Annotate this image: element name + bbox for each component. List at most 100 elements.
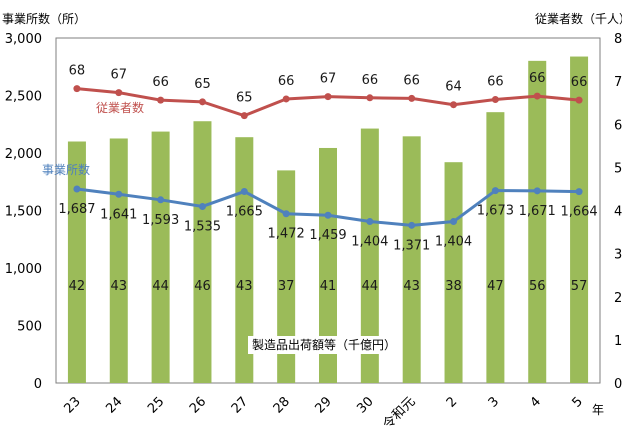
left-tick-label: 1,000 [5, 262, 42, 277]
establishments-data-label: 1,404 [435, 235, 472, 250]
employees-point [115, 89, 123, 97]
right-tick-label: 2 [614, 291, 622, 306]
x-tick-label: 26 [187, 394, 209, 416]
establishments-data-label: 1,665 [226, 205, 263, 220]
bar [360, 128, 379, 383]
employees-point [282, 95, 290, 103]
bar-data-label: 47 [487, 279, 504, 294]
right-axis-title: 従業者数（千人） [535, 12, 622, 26]
right-tick-label: 6 [614, 118, 622, 133]
x-tick-label: 3 [486, 394, 502, 410]
x-tick-label: 2 [444, 394, 460, 410]
x-tick-label: 27 [229, 394, 251, 416]
bar-series-label: 製造品出荷額等（千億円） [252, 338, 396, 352]
bar [570, 56, 589, 383]
left-tick-label: 1,500 [5, 205, 42, 220]
bar [151, 131, 170, 383]
right-tick-label: 7 [614, 75, 622, 90]
establishments-data-label: 1,593 [142, 213, 179, 228]
establishments-data-label: 1,641 [100, 207, 137, 222]
right-tick-label: 0 [614, 377, 622, 392]
bar-data-label: 44 [362, 279, 379, 294]
establishments-point [575, 188, 583, 196]
establishments-data-label: 1,671 [519, 204, 556, 219]
employees-data-label: 64 [445, 80, 462, 95]
establishments-data-label: 1,459 [309, 228, 346, 243]
employees-data-label: 68 [69, 64, 86, 79]
x-tick-label: 24 [103, 394, 125, 416]
bar [277, 170, 296, 383]
employees-point [240, 112, 248, 120]
establishments-point [198, 202, 206, 210]
establishments-point [157, 196, 165, 204]
employees-point [73, 85, 81, 93]
right-tick-label: 3 [614, 248, 622, 263]
employees-point [157, 96, 165, 104]
right-tick-label: 1 [614, 334, 622, 349]
establishments-point [282, 210, 290, 218]
bar-data-label: 43 [110, 279, 127, 294]
establishments-series-label: 事業所数 [42, 162, 90, 177]
bar [444, 162, 463, 383]
right-tick-label: 5 [614, 161, 622, 176]
bar-data-label: 44 [152, 279, 169, 294]
bar-series-label-bg [248, 336, 390, 354]
employees-data-label: 66 [571, 75, 588, 90]
establishments-point [408, 221, 416, 229]
employees-data-label: 66 [362, 73, 379, 88]
employees-data-label: 65 [236, 91, 253, 106]
employees-point [491, 96, 499, 104]
employees-point [533, 92, 541, 100]
x-tick-label: 4 [528, 394, 544, 410]
right-tick-label: 8 [614, 32, 622, 47]
x-tick-label: 23 [61, 394, 83, 416]
bar [109, 138, 128, 383]
employees-point [450, 101, 458, 109]
x-tick-label: 令和元 [380, 394, 418, 430]
x-tick-label: 5 [569, 394, 585, 410]
bar-data-label: 41 [320, 279, 337, 294]
employees-point [366, 94, 374, 102]
x-tick-label: 25 [145, 394, 167, 416]
establishments-data-label: 1,535 [184, 219, 221, 234]
left-tick-label: 0 [34, 377, 42, 392]
bar-data-label: 46 [194, 279, 211, 294]
employees-data-label: 66 [278, 74, 295, 89]
bar [235, 137, 254, 383]
establishments-point [324, 211, 332, 219]
establishments-data-label: 1,472 [268, 227, 305, 242]
bar [319, 147, 337, 383]
bar-data-label: 37 [278, 279, 295, 294]
establishments-point [240, 188, 248, 196]
bar-data-label: 43 [236, 279, 253, 294]
employees-point [575, 96, 583, 104]
establishments-data-label: 1,664 [560, 205, 597, 220]
employees-data-label: 66 [487, 75, 504, 90]
bar-data-label: 42 [69, 279, 86, 294]
employees-point [324, 93, 332, 101]
bar [486, 112, 505, 384]
establishments-point [491, 187, 499, 195]
left-tick-label: 2,500 [5, 90, 42, 105]
employees-line [76, 87, 580, 118]
bar-data-label: 57 [571, 279, 588, 294]
employees-data-label: 66 [529, 71, 546, 86]
employees-data-label: 66 [403, 73, 420, 88]
left-tick-label: 500 [17, 320, 42, 335]
establishments-point [366, 218, 374, 226]
bar [67, 141, 86, 383]
left-axis-title: 事業所数（所） [2, 12, 87, 26]
establishments-data-label: 1,673 [477, 204, 514, 219]
establishments-point [73, 185, 81, 193]
bar-data-label: 38 [445, 279, 462, 294]
x-tick-label: 30 [354, 394, 376, 416]
left-tick-label: 2,000 [5, 147, 42, 162]
establishments-data-label: 1,404 [351, 235, 388, 250]
x-tick-label: 29 [313, 394, 335, 416]
employees-data-label: 65 [194, 77, 211, 92]
bar [402, 136, 421, 383]
employees-point [408, 94, 416, 102]
establishments-point [533, 187, 541, 195]
bar [193, 121, 212, 383]
